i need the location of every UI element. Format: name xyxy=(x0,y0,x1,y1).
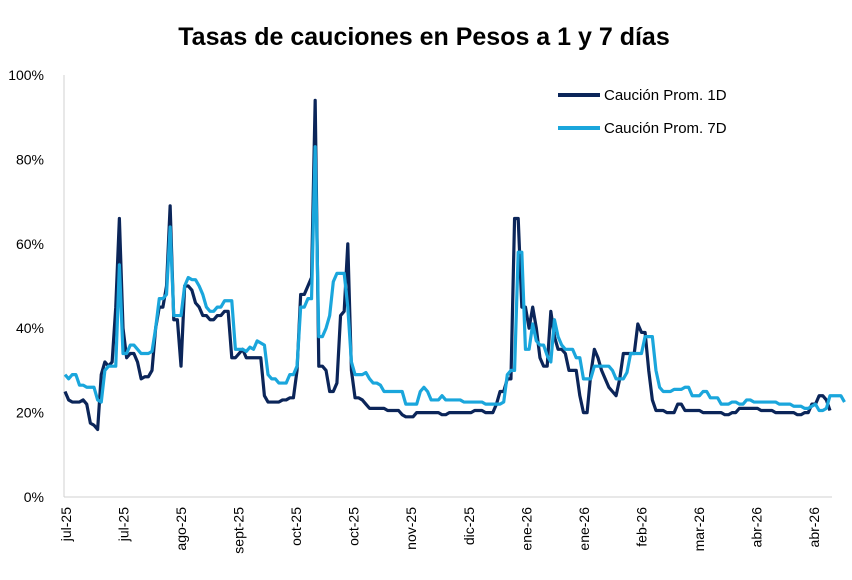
y-tick-label: 20% xyxy=(16,405,44,421)
x-tick-label: ago-25 xyxy=(173,507,189,551)
legend: Caución Prom. 1D Caución Prom. 7D xyxy=(558,87,727,137)
x-tick-label: abr-26 xyxy=(806,507,822,548)
legend-label-1d: Caución Prom. 1D xyxy=(604,87,727,104)
x-tick-label: jul-25 xyxy=(58,507,74,542)
x-tick-label: oct-25 xyxy=(288,507,304,546)
legend-item-1d: Caución Prom. 1D xyxy=(558,87,727,104)
series-line-1d xyxy=(63,98,832,432)
x-tick-label: mar-26 xyxy=(691,507,707,552)
legend-item-7d: Caución Prom. 7D xyxy=(558,120,727,137)
x-tick-label: abr-26 xyxy=(749,507,765,548)
y-tick-label: 60% xyxy=(16,236,44,252)
x-tick-label: feb-26 xyxy=(633,507,649,547)
y-tick-label: 0% xyxy=(24,489,44,505)
y-tick-label: 80% xyxy=(16,151,44,167)
axes xyxy=(63,75,832,498)
chart-title: Tasas de cauciones en Pesos a 1 y 7 días xyxy=(178,23,669,51)
x-tick-label: dic-25 xyxy=(461,507,477,545)
series-lines xyxy=(63,98,846,432)
x-tick-label: oct-25 xyxy=(346,507,362,546)
x-tick-label: jul-25 xyxy=(116,507,132,542)
x-tick-label: nov-25 xyxy=(403,507,419,550)
x-tick-label: ene-26 xyxy=(576,507,592,551)
y-tick-label: 40% xyxy=(16,320,44,336)
x-tick-label: sept-25 xyxy=(231,507,247,554)
x-axis-ticks: jul-25 jul-25 ago-25 sept-25 oct-25 oct-25 nov… xyxy=(58,507,822,554)
y-tick-label: 100% xyxy=(8,67,44,83)
y-axis-ticks: 0% 20% 40% 60% 80% 100% xyxy=(8,67,44,505)
x-tick-label: ene-26 xyxy=(518,507,534,551)
series-line-7d xyxy=(63,145,846,413)
legend-label-7d: Caución Prom. 7D xyxy=(604,120,727,137)
